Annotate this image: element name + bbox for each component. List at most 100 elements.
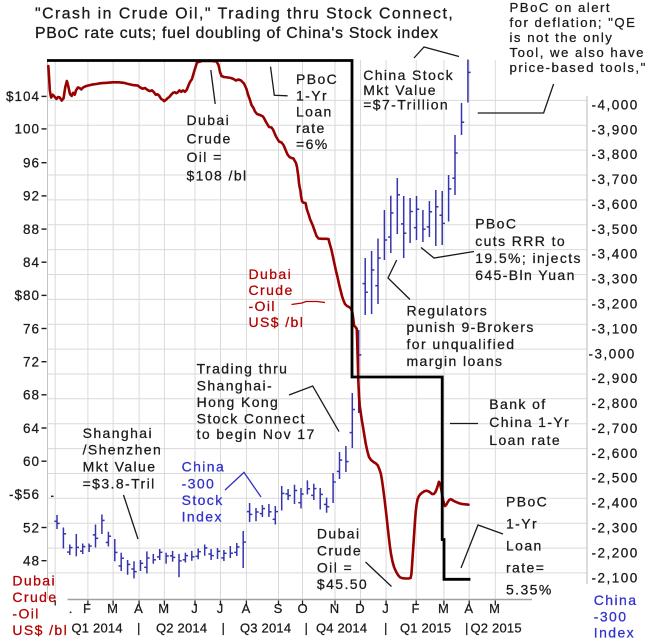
svg-text:-3,200: -3,200: [592, 297, 639, 312]
svg-text:Crude: Crude: [12, 589, 57, 605]
svg-text:Crude: Crude: [317, 543, 362, 559]
svg-text:100: 100: [14, 122, 40, 137]
svg-text:Loan: Loan: [296, 104, 333, 120]
svg-text:Mkt Value: Mkt Value: [363, 82, 437, 98]
svg-text:rate=: rate=: [506, 560, 545, 576]
svg-text:Q1 2014: Q1 2014: [72, 621, 123, 636]
svg-text:M: M: [489, 601, 500, 616]
svg-text:60: 60: [23, 454, 40, 469]
svg-text:PBoC on alert: PBoC on alert: [510, 0, 612, 15]
svg-text:is not the only: is not the only: [510, 30, 614, 45]
svg-text:-300: -300: [182, 476, 216, 492]
svg-text:$80: $80: [14, 288, 40, 303]
svg-text:-4,000: -4,000: [592, 97, 639, 112]
svg-text:Stock Connect: Stock Connect: [197, 410, 306, 426]
svg-text:-2,200: -2,200: [592, 545, 639, 560]
svg-text:=6%: =6%: [296, 136, 329, 152]
svg-text:J: J: [191, 601, 198, 616]
svg-text:PBoC: PBoC: [296, 71, 338, 87]
svg-text:PBoC: PBoC: [475, 216, 517, 232]
svg-text:Dubai: Dubai: [249, 266, 293, 282]
svg-text:88: 88: [23, 222, 40, 237]
svg-text:Crude: Crude: [249, 282, 294, 298]
svg-text:PBoC: PBoC: [506, 494, 548, 510]
svg-text:|: |: [222, 621, 226, 636]
svg-text:Loan: Loan: [506, 538, 543, 554]
svg-text:96: 96: [23, 156, 40, 171]
svg-text:Dubai: Dubai: [317, 526, 361, 542]
svg-text:|: |: [305, 621, 309, 636]
svg-text:-3,100: -3,100: [592, 321, 639, 336]
svg-text:-3,600: -3,600: [592, 197, 639, 212]
svg-text:Hong Kong: Hong Kong: [197, 394, 280, 410]
svg-text:M: M: [158, 601, 169, 616]
svg-text:Regulators: Regulators: [407, 302, 489, 318]
svg-text:-3,500: -3,500: [592, 222, 639, 237]
svg-text:84: 84: [23, 255, 40, 270]
svg-text:O: O: [297, 601, 307, 616]
svg-text:US$ /bl: US$ /bl: [249, 314, 305, 330]
svg-text:Bank of: Bank of: [489, 396, 546, 412]
svg-text:price-based tools,": price-based tools,": [510, 60, 647, 75]
svg-text:Oil =: Oil =: [317, 560, 353, 576]
svg-text:D: D: [355, 601, 364, 616]
svg-text:Q4 2014: Q4 2014: [316, 621, 367, 636]
svg-text:Shanghai-: Shanghai-: [197, 377, 273, 393]
svg-text:PBoC rate cuts; fuel doubling: PBoC rate cuts; fuel doubling of China's…: [35, 25, 439, 42]
svg-text:$104: $104: [6, 89, 40, 104]
svg-text:=$3.8-Tril: =$3.8-Tril: [83, 476, 156, 492]
svg-text:Dubai: Dubai: [12, 573, 56, 589]
svg-text:Loan rate: Loan rate: [489, 432, 561, 448]
svg-text:64: 64: [23, 421, 40, 436]
svg-text:China 1-Yr: China 1-Yr: [489, 414, 570, 430]
svg-text:-Oil: -Oil: [12, 606, 39, 622]
svg-text:-3,300: -3,300: [592, 272, 639, 287]
svg-text:J: J: [382, 601, 389, 616]
svg-text:Index: Index: [182, 509, 223, 525]
svg-text:rate: rate: [296, 120, 326, 136]
svg-text:=$7-Trillion: =$7-Trillion: [363, 97, 449, 113]
svg-text:5.35%: 5.35%: [506, 582, 553, 598]
svg-text:M: M: [438, 601, 449, 616]
svg-text:48: 48: [23, 554, 40, 569]
svg-text:F: F: [412, 601, 420, 616]
svg-text:$108 /bl: $108 /bl: [187, 168, 248, 184]
svg-text:for unqualified: for unqualified: [407, 336, 516, 352]
svg-text:72: 72: [23, 355, 40, 370]
svg-text:cuts RRR to: cuts RRR to: [475, 233, 566, 249]
svg-text:J: J: [217, 601, 224, 616]
svg-text:A: A: [134, 601, 143, 616]
svg-text:Crude: Crude: [187, 131, 232, 147]
svg-text:-3,700: -3,700: [592, 172, 639, 187]
svg-text:US$ /bl: US$ /bl: [12, 622, 68, 638]
svg-text:Oil =: Oil =: [187, 149, 223, 165]
svg-text:A: A: [242, 601, 251, 616]
svg-text:Mkt Value: Mkt Value: [83, 459, 157, 475]
svg-text:-2,800: -2,800: [592, 396, 639, 411]
svg-text:-2,100: -2,100: [592, 570, 639, 585]
svg-text:$45.50: $45.50: [317, 576, 368, 592]
svg-text:Stock: Stock: [182, 492, 224, 508]
svg-text:margin loans: margin loans: [407, 353, 504, 369]
svg-text:-2,600: -2,600: [592, 446, 639, 461]
svg-text:Q2 2014: Q2 2014: [156, 621, 207, 636]
svg-text:|: |: [384, 621, 388, 636]
svg-text:Trading thru: Trading thru: [197, 361, 289, 377]
svg-text:Shanghai: Shanghai: [83, 425, 153, 441]
svg-text:Q1 2015: Q1 2015: [400, 621, 451, 636]
svg-text:Dubai: Dubai: [187, 112, 231, 128]
svg-text:92: 92: [23, 189, 40, 204]
svg-text:.: .: [69, 601, 73, 616]
svg-text:-3,800: -3,800: [592, 147, 639, 162]
svg-text:1-Yr: 1-Yr: [506, 516, 538, 532]
svg-text:-2,700: -2,700: [592, 421, 639, 436]
svg-text:-$56: -$56: [9, 487, 40, 502]
svg-text:-2,500: -2,500: [592, 471, 639, 486]
svg-text:-Oil: -Oil: [249, 298, 276, 314]
svg-text:Tool, we also have: Tool, we also have: [510, 45, 646, 60]
svg-text:76: 76: [23, 321, 40, 336]
svg-text:F: F: [83, 601, 91, 616]
svg-text:-2,300: -2,300: [592, 521, 639, 536]
svg-text:for deflation; "QE: for deflation; "QE: [510, 15, 637, 30]
svg-text:"Crash in Crude Oil," Trading: "Crash in Crude Oil," Trading thru Stock…: [35, 6, 454, 23]
